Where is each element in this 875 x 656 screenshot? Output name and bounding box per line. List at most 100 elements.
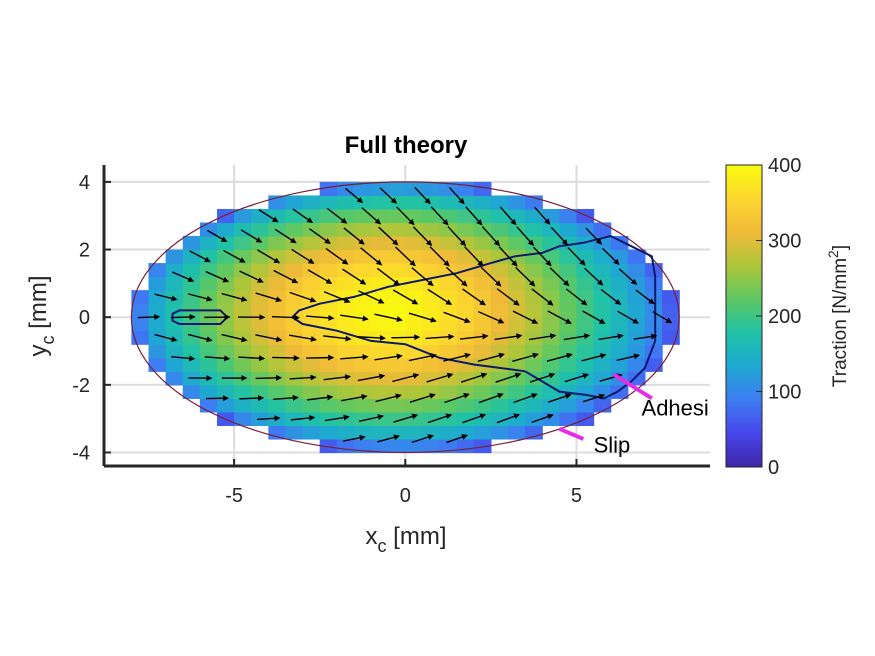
vector-arrow [204, 355, 231, 362]
vector-arrow [360, 247, 383, 266]
heatmap-cell [508, 290, 526, 305]
heatmap-cell [593, 222, 612, 237]
heatmap-cell [473, 222, 492, 237]
heatmap-cell [234, 263, 252, 278]
heatmap-cell [422, 222, 441, 237]
heatmap-cell [251, 303, 269, 318]
vector-arrow [534, 206, 551, 225]
vector-arrow [221, 333, 248, 343]
heatmap-cell [593, 249, 612, 264]
heatmap-cell [405, 249, 424, 264]
heatmap-cell [456, 290, 475, 305]
heatmap-cell [319, 344, 338, 359]
heatmap-cell [610, 344, 629, 359]
heatmap-cell [490, 290, 509, 305]
heatmap-cell [559, 249, 578, 264]
x-axis-label-main: x [366, 523, 378, 550]
heatmap-cell [559, 357, 578, 372]
heatmap-cell [251, 249, 269, 264]
adhesion-boundary-contours [171, 234, 657, 400]
heatmap-cell [490, 344, 509, 359]
heatmap-cell [285, 303, 304, 318]
heatmap-cell [405, 411, 424, 427]
vector-arrow [289, 291, 317, 303]
vector-arrow [374, 353, 403, 361]
heatmap-cell [353, 222, 372, 237]
heatmap-cell [490, 263, 509, 278]
vector-arrow [499, 206, 517, 226]
heatmap-cell [182, 276, 201, 291]
heatmap-cell [508, 222, 526, 237]
heatmap-cell [439, 222, 458, 237]
vector-arrow [154, 293, 178, 302]
heatmap-cell [508, 317, 526, 332]
heatmap-cell [216, 290, 235, 305]
heatmap-cell [285, 195, 304, 210]
vector-arrow [460, 372, 488, 383]
heatmap-cell [405, 344, 424, 359]
heatmap-cell [319, 222, 338, 237]
colorbar-tick-label: 100 [768, 382, 801, 404]
heatmap-cell [405, 371, 424, 386]
heatmap-cell [473, 384, 492, 399]
y-tick-label: 4 [79, 172, 90, 194]
heatmap-cell [216, 317, 235, 332]
heatmap-cell [268, 236, 287, 251]
heatmap-cell [216, 357, 235, 372]
x-tick-label: 0 [400, 485, 411, 507]
heatmap-cell [576, 357, 595, 372]
heatmap-cell [268, 425, 287, 440]
heatmap-cell [627, 317, 646, 332]
heatmap-cell [422, 411, 441, 427]
heatmap-cell [148, 357, 167, 372]
heatmap-cell [473, 195, 492, 210]
heatmap-cell [627, 330, 646, 345]
heatmap-cell [199, 236, 218, 251]
vector-arrow [307, 269, 333, 284]
heatmap-cell [336, 344, 355, 359]
heatmap-cell [610, 249, 629, 264]
heatmap-cell [456, 384, 475, 399]
heatmap-cell [353, 371, 372, 386]
vector-arrow [274, 228, 297, 244]
heatmap-cell [285, 263, 304, 278]
heatmap-cell [251, 317, 269, 332]
vector-arrow [512, 310, 539, 324]
vector-arrow [495, 372, 522, 383]
heatmap-cell [199, 384, 218, 399]
heatmap-cell [422, 263, 441, 278]
heatmap-cell [576, 330, 595, 345]
heatmap-cell [371, 344, 389, 359]
vector-arrow [289, 334, 317, 342]
heatmap-cell [388, 411, 406, 427]
heatmap-cell [473, 371, 492, 386]
colorbar-label-sup: 2 [825, 250, 841, 258]
heatmap-cell [525, 384, 543, 399]
heatmap-cell [216, 384, 235, 399]
heatmap-cell [371, 249, 389, 264]
vector-arrow [342, 268, 367, 285]
heatmap-cell [473, 290, 492, 305]
heatmap-cell [388, 384, 406, 399]
heatmap-cell [490, 384, 509, 399]
heatmap-cell [627, 290, 646, 305]
heatmap-cell [644, 276, 663, 291]
heatmap-cell [371, 290, 389, 305]
heatmap-cell [559, 398, 578, 413]
heatmap-cell [405, 236, 424, 251]
heatmap-cell [490, 371, 509, 386]
heatmap-cell [559, 330, 578, 345]
heatmap-cell [610, 357, 629, 372]
heatmap-cell [319, 263, 338, 278]
heatmap-cell [336, 411, 355, 427]
heatmap-cell [388, 222, 406, 237]
vector-arrow [563, 333, 591, 341]
heatmap-cell [490, 317, 509, 332]
heatmap-cell [302, 236, 321, 251]
heatmap-cell [131, 317, 150, 332]
vector-arrow [325, 248, 349, 265]
vector-arrow [258, 209, 279, 223]
heatmap-cell [165, 344, 184, 359]
heatmap-cell [319, 425, 338, 440]
heatmap-cell [422, 357, 441, 372]
